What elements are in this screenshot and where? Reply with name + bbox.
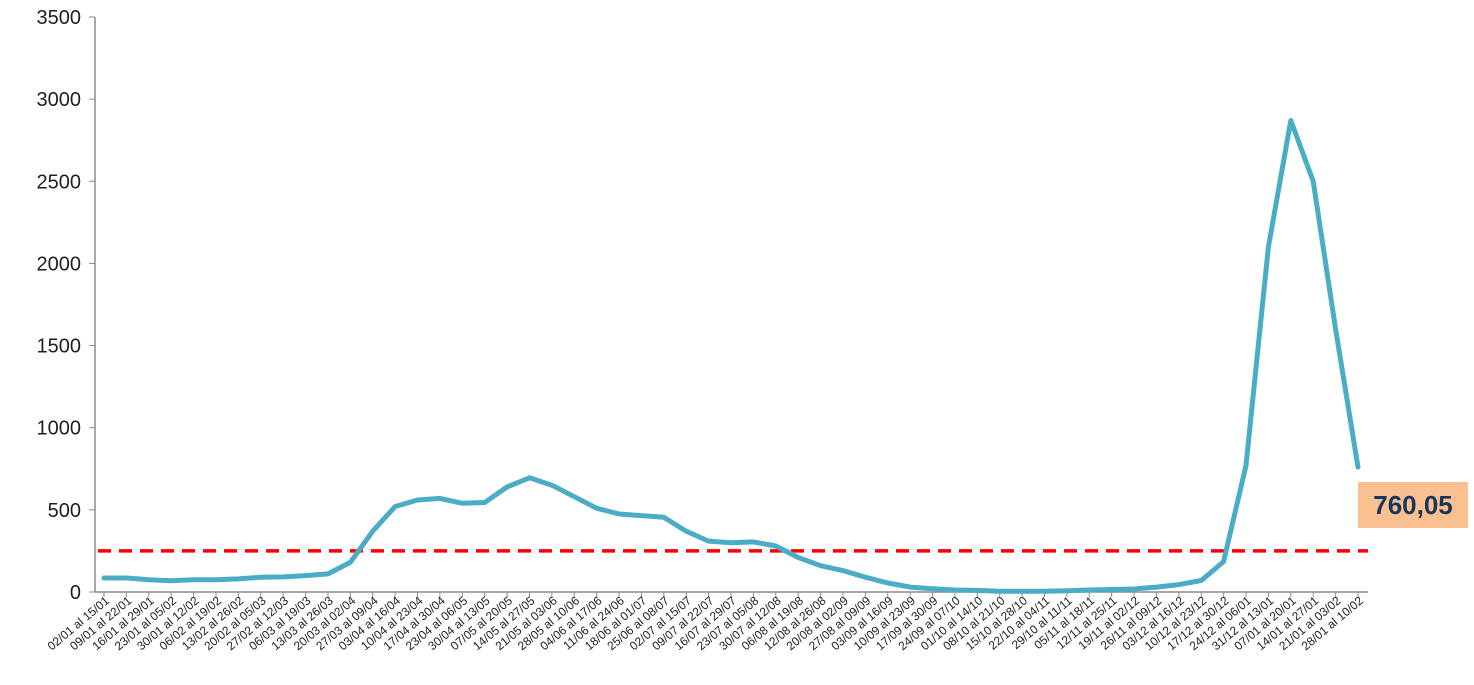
data-point	[437, 496, 442, 501]
data-point	[393, 504, 398, 509]
data-point	[840, 568, 845, 573]
y-tick-label: 1500	[37, 336, 82, 358]
data-point	[191, 577, 196, 582]
data-point	[348, 560, 353, 565]
data-point	[1042, 589, 1047, 594]
data-point	[258, 575, 263, 580]
data-point	[706, 539, 711, 544]
y-tick-label: 3500	[37, 7, 82, 29]
data-point	[997, 589, 1002, 594]
data-point	[594, 506, 599, 511]
data-point	[1333, 327, 1338, 332]
data-point	[639, 513, 644, 518]
y-tick-label: 3000	[37, 89, 82, 111]
data-point	[482, 500, 487, 505]
series-line	[101, 118, 1361, 594]
data-point	[773, 544, 778, 548]
y-tick-label: 0	[70, 582, 81, 604]
data-point	[1087, 588, 1092, 593]
data-point	[1132, 587, 1137, 592]
data-point	[169, 578, 174, 583]
data-points	[102, 118, 1360, 594]
data-point	[729, 540, 733, 545]
data-point	[1288, 118, 1293, 123]
annotation-box	[1358, 482, 1468, 528]
y-tick-label: 2500	[37, 171, 82, 193]
data-point	[661, 515, 666, 520]
annotation-text: 760,05	[1373, 490, 1453, 520]
data-point	[1064, 588, 1069, 593]
data-point	[572, 494, 577, 499]
data-point	[885, 580, 890, 585]
data-point	[1154, 585, 1159, 590]
data-point	[146, 577, 151, 582]
data-point	[1356, 465, 1360, 470]
data-point	[930, 586, 935, 591]
y-tick-label: 2000	[37, 253, 82, 275]
value-annotation: 760,05	[1358, 482, 1468, 528]
data-point	[1020, 589, 1025, 594]
data-point	[505, 484, 510, 489]
y-tick-label: 1000	[37, 418, 82, 440]
data-point	[236, 576, 241, 581]
data-point	[527, 475, 532, 480]
data-point	[281, 574, 286, 579]
data-point	[1176, 582, 1181, 587]
data-point	[213, 577, 218, 582]
data-point	[796, 555, 801, 560]
data-point	[818, 563, 823, 568]
data-point	[102, 576, 106, 581]
data-point	[370, 529, 375, 534]
data-point	[908, 585, 913, 590]
data-point	[460, 501, 465, 506]
data-point	[415, 498, 420, 502]
data-point	[1109, 587, 1114, 592]
data-point	[1244, 463, 1249, 468]
data-point	[1266, 245, 1271, 249]
y-tick-label: 500	[48, 500, 81, 522]
data-point	[751, 539, 756, 544]
data-point	[1221, 559, 1226, 564]
data-point	[863, 575, 868, 580]
data-point	[1199, 578, 1204, 583]
data-point	[124, 576, 129, 581]
data-point	[549, 483, 554, 488]
data-point	[952, 588, 957, 593]
series	[101, 118, 1361, 594]
data-point	[325, 571, 330, 576]
data-point	[617, 511, 622, 516]
data-point	[975, 588, 980, 593]
y-tick-labels: 0 500 1000 1500 2000 2500 3000 3500	[37, 7, 95, 604]
data-point	[303, 573, 308, 578]
data-point	[684, 529, 689, 534]
data-point	[1311, 179, 1316, 184]
